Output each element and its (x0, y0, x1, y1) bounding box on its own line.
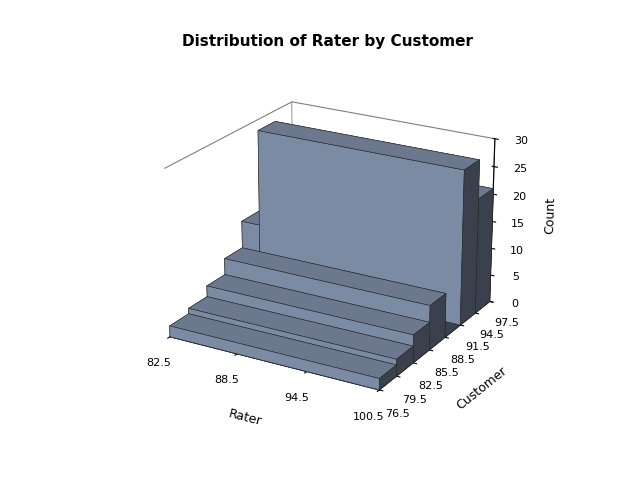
Y-axis label: Customer: Customer (454, 365, 509, 413)
Title: Distribution of Rater by Customer: Distribution of Rater by Customer (182, 35, 474, 49)
X-axis label: Rater: Rater (227, 407, 263, 428)
